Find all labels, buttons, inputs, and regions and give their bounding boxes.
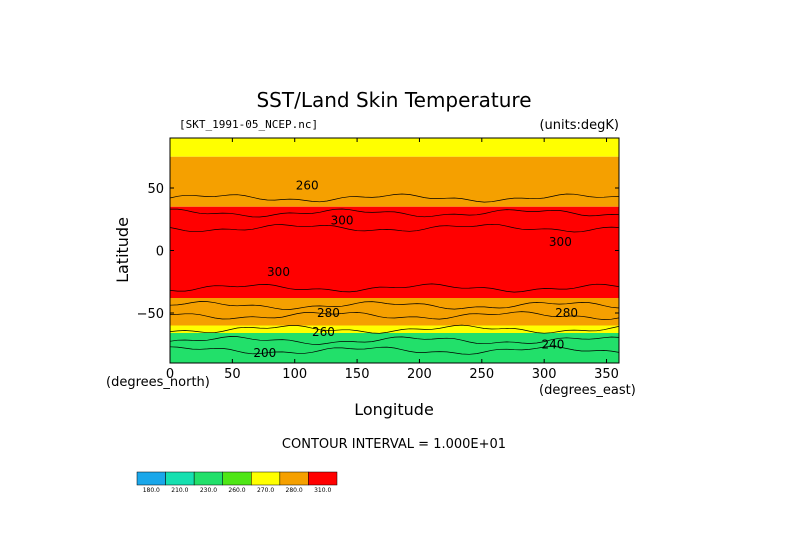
x-axis-label: Longitude — [354, 400, 434, 419]
x-unit-label: (degrees_east) — [539, 383, 636, 398]
x-tick-label: 0 — [166, 367, 174, 382]
contour-line — [169, 336, 620, 345]
contour-label: 280 — [555, 306, 578, 320]
source-label: [SKT_1991-05_NCEP.nc] — [179, 118, 318, 131]
x-tick-label: 150 — [345, 367, 370, 382]
contour-label: 240 — [541, 337, 564, 351]
x-tick-label: 50 — [224, 367, 241, 382]
colorbar-swatch — [136, 471, 166, 486]
x-tick-label: 250 — [469, 367, 494, 382]
colorbar-tick-label: 260.0 — [228, 487, 245, 494]
contour-line — [169, 193, 620, 203]
x-tick-label: 300 — [532, 367, 557, 382]
contour-line — [169, 311, 620, 320]
map-area: 260 300 300 300 280 280 260 240 200 — [169, 138, 620, 363]
units-label: (units:degK) — [539, 118, 619, 133]
colorbar-tick-label: 270.0 — [257, 487, 274, 494]
temperature-band-4 — [170, 325, 619, 333]
contour-line — [169, 223, 620, 233]
y-unit-label: (degrees_north) — [106, 375, 210, 390]
temperature-band-2 — [170, 206, 619, 298]
contour-label: 280 — [317, 306, 340, 320]
colorbar-swatch — [308, 471, 338, 486]
x-tick-label: 200 — [407, 367, 432, 382]
colorbar-tick-label: 280.0 — [286, 487, 303, 494]
contour-label: 300 — [549, 235, 572, 249]
colorbar-tick-label: 210.0 — [171, 487, 188, 494]
contour-line — [170, 208, 620, 218]
contour-label: 300 — [331, 214, 354, 228]
contour-line — [169, 301, 620, 310]
contour-label: 300 — [267, 265, 290, 279]
x-axis: 0 50 100 150 200 250 300 350 — [166, 138, 619, 382]
colorbar-swatch — [251, 471, 281, 486]
contour-label: 260 — [296, 179, 319, 193]
y-tick-label: 50 — [147, 182, 164, 197]
contour-line — [169, 324, 620, 334]
contour-line — [169, 346, 620, 355]
x-tick-label: 350 — [594, 367, 619, 382]
y-axis-label: Latitude — [113, 217, 132, 283]
colorbar-tick-label: 310.0 — [314, 487, 331, 494]
contour-interval-note: CONTOUR INTERVAL = 1.000E+01 — [282, 437, 506, 452]
x-tick-label: 100 — [282, 367, 307, 382]
colorbar-swatch — [279, 471, 309, 486]
temperature-band-3 — [170, 298, 619, 326]
colorbar: 180.0 210.0 230.0 260.0 270.0 280.0 310.0 — [136, 471, 338, 494]
y-axis: 50 0 −50 — [137, 182, 619, 322]
colorbar-tick-label: 180.0 — [143, 487, 160, 494]
colorbar-tick-label: 230.0 — [200, 487, 217, 494]
contour-label: 200 — [253, 346, 276, 360]
colorbar-swatch — [193, 471, 223, 486]
contour-line — [169, 283, 620, 293]
contour-label: 260 — [312, 325, 335, 339]
colorbar-swatch — [222, 471, 252, 486]
colorbar-swatch — [165, 471, 195, 486]
y-tick-label: −50 — [137, 307, 164, 322]
temperature-band-1 — [170, 156, 619, 207]
y-tick-label: 0 — [156, 245, 164, 260]
chart-title: SST/Land Skin Temperature — [256, 88, 531, 112]
temperature-band-0 — [170, 138, 619, 157]
